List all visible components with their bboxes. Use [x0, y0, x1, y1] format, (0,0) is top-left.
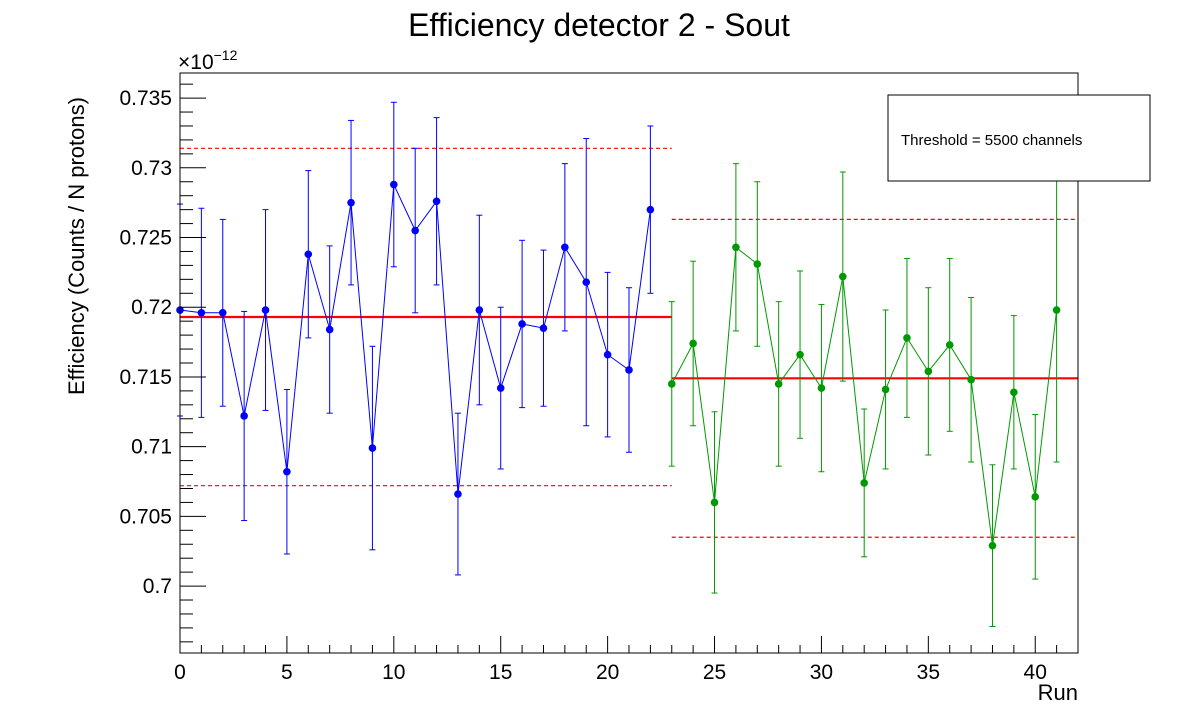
- x-tick-label: 30: [810, 661, 833, 684]
- data-point: [325, 325, 334, 334]
- data-point: [218, 309, 227, 317]
- data-point: [475, 306, 484, 314]
- data-point: [903, 334, 911, 342]
- series-1: [667, 157, 1061, 628]
- x-tick-label: 0: [174, 661, 186, 684]
- annotation-frame: [887, 94, 1151, 182]
- band-lines: [180, 147, 1078, 538]
- data-series: [176, 101, 1061, 628]
- data-point: [860, 479, 868, 487]
- y-tick-label: 0.73: [131, 157, 172, 180]
- data-point: [817, 384, 826, 392]
- data-point: [432, 197, 441, 206]
- data-point: [390, 180, 398, 189]
- data-point: [839, 272, 847, 281]
- x-tick-label: 35: [917, 661, 940, 684]
- y-tick-label: 0.7: [143, 575, 172, 598]
- y-axis-label: Efficiency (Counts / N protons): [64, 97, 89, 395]
- data-point: [561, 243, 569, 252]
- data-point: [240, 412, 248, 420]
- data-point: [582, 278, 591, 286]
- x-tick-label: 10: [382, 661, 405, 684]
- data-point: [774, 380, 783, 388]
- y-axis: 0.7 0.705 0.71 0.715 0.72 0.725 0.73 0.735: [119, 83, 206, 643]
- data-point: [1010, 388, 1018, 397]
- data-point: [689, 339, 697, 348]
- data-point: [646, 205, 655, 214]
- data-point: [924, 367, 933, 376]
- data-point: [667, 380, 676, 388]
- data-point: [496, 384, 505, 392]
- data-point: [603, 350, 612, 359]
- y-tick-label: 0.715: [119, 366, 172, 389]
- data-point: [1052, 306, 1061, 314]
- data-point: [283, 467, 291, 476]
- y-tick-label: 0.705: [119, 505, 172, 528]
- x-axis: 0 5 10 15 20 25 30 35 40: [174, 636, 1079, 684]
- annotation-box: Threshold = 5500 channels: [887, 94, 1151, 182]
- x-tick-label: 5: [281, 661, 293, 684]
- mean-lines: [180, 315, 1078, 380]
- x-axis-label: Run: [1038, 680, 1078, 705]
- data-point: [368, 444, 377, 452]
- data-point: [988, 541, 997, 550]
- x-tick-label: 15: [489, 661, 512, 684]
- data-point: [753, 260, 762, 268]
- y-tick-label: 0.725: [119, 227, 172, 250]
- x-tick-label: 40: [1024, 661, 1047, 684]
- data-point: [967, 375, 975, 384]
- x-tick-label: 25: [703, 661, 726, 684]
- data-point: [625, 366, 633, 374]
- y-tick-label: 0.735: [119, 87, 172, 110]
- data-point: [732, 243, 740, 252]
- data-point: [1031, 493, 1040, 501]
- y-exponent-label: ×10−12: [178, 47, 238, 74]
- data-point: [881, 385, 890, 394]
- data-point: [411, 226, 419, 235]
- y-tick-label: 0.71: [131, 436, 172, 459]
- data-point: [945, 341, 954, 349]
- annotation-text: Threshold = 5500 channels: [901, 132, 1082, 149]
- chart-title: Efficiency detector 2 - Sout: [408, 7, 790, 43]
- data-point: [796, 350, 804, 359]
- series-0: [176, 101, 655, 576]
- y-tick-label: 0.72: [131, 296, 172, 319]
- data-point: [539, 324, 548, 332]
- data-point: [261, 306, 270, 314]
- data-point: [347, 198, 355, 207]
- data-point: [304, 250, 313, 259]
- data-point: [454, 490, 462, 498]
- x-tick-label: 20: [596, 661, 619, 684]
- data-point: [518, 320, 526, 328]
- data-point: [710, 498, 719, 507]
- data-point: [197, 309, 206, 317]
